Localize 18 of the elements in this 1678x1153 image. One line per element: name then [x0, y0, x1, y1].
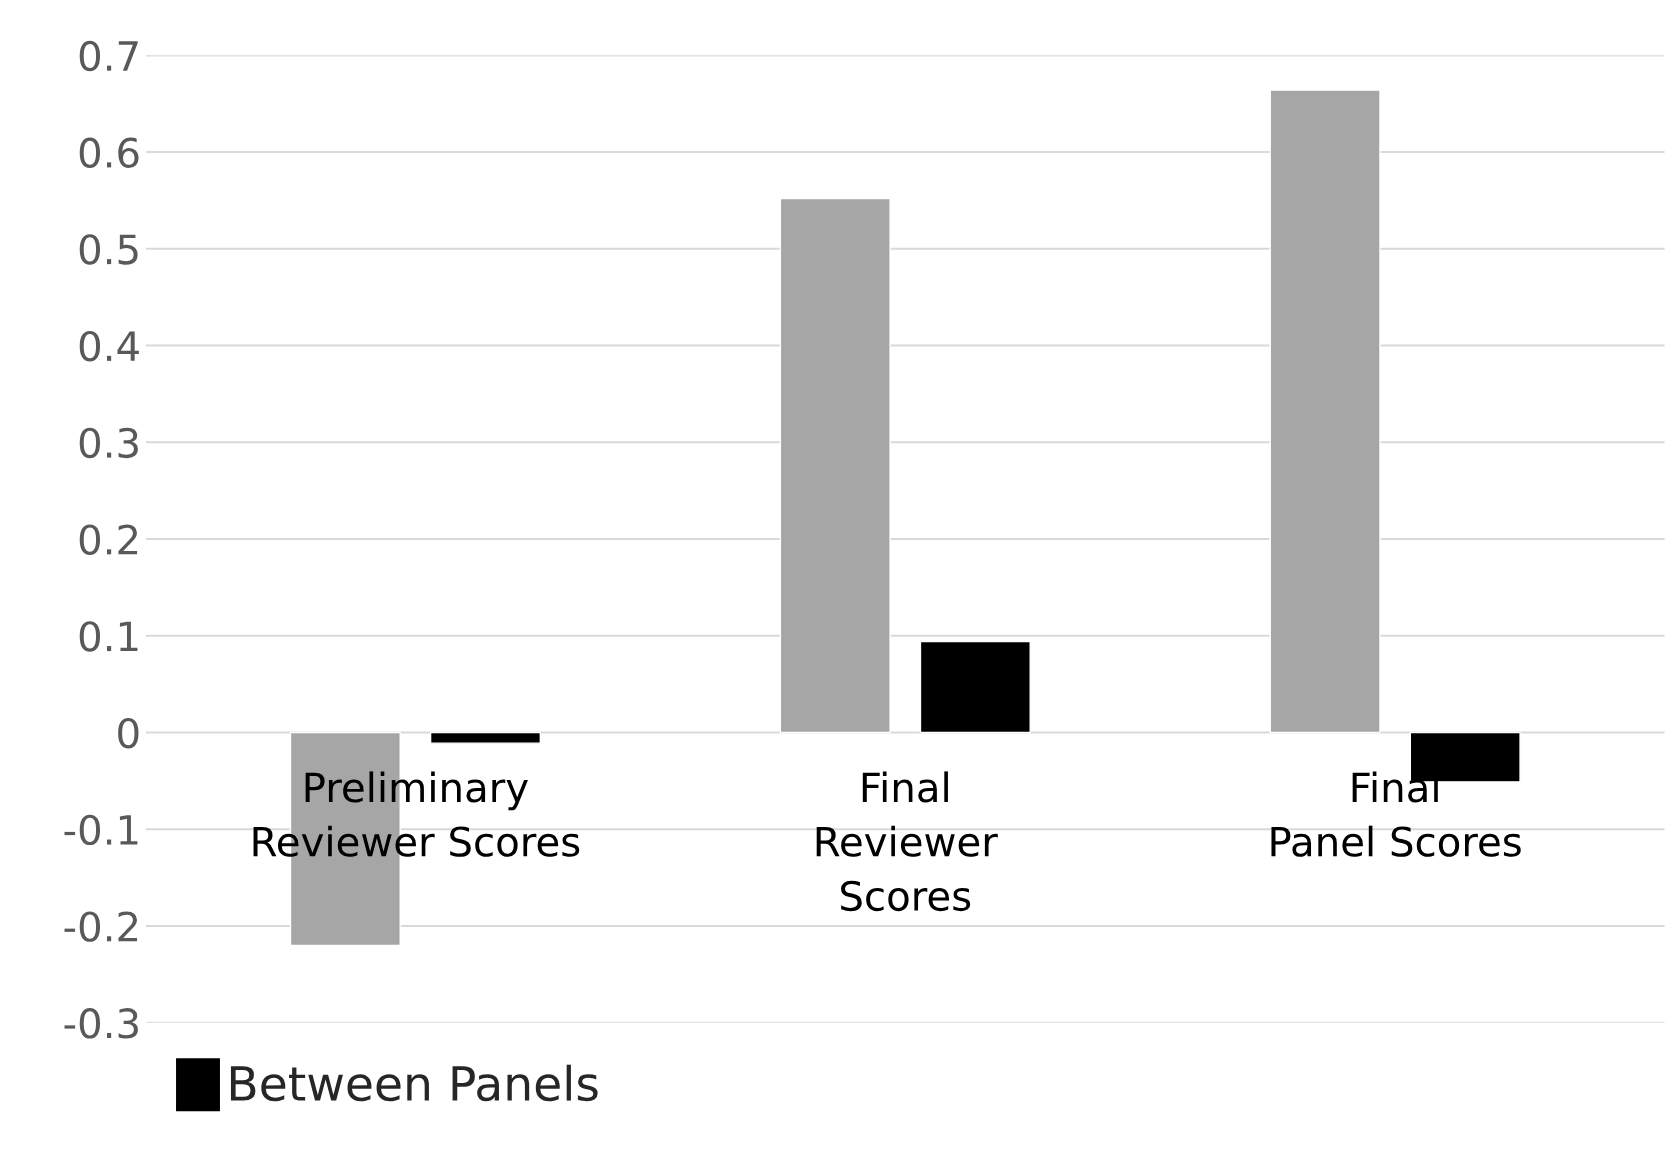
- y-tick-label: 0.4: [79, 330, 139, 362]
- x-tick-label: Preliminary Reviewer Scores: [253, 771, 580, 857]
- legend-label: Between Panels: [230, 1064, 598, 1102]
- y-tick-label: -0.2: [64, 911, 138, 942]
- y-tick-label: 0.6: [79, 137, 139, 168]
- y-tick-label: 0: [118, 717, 139, 749]
- y-tick-label: 0.3: [79, 427, 138, 459]
- bar: [429, 731, 542, 744]
- y-tick-label: 0.2: [79, 524, 138, 555]
- y-tick-label: 0.1: [79, 621, 138, 652]
- x-tick-label: Final Reviewer Scores: [816, 771, 998, 912]
- y-tick-label: 0.5: [79, 234, 138, 265]
- y-tick-label: -0.3: [64, 1008, 138, 1039]
- y-tick-label: -0.1: [64, 814, 138, 846]
- bar: [779, 197, 891, 734]
- bar: [919, 640, 1031, 734]
- y-tick-label: 0.7: [79, 40, 138, 72]
- bar: [1269, 89, 1381, 734]
